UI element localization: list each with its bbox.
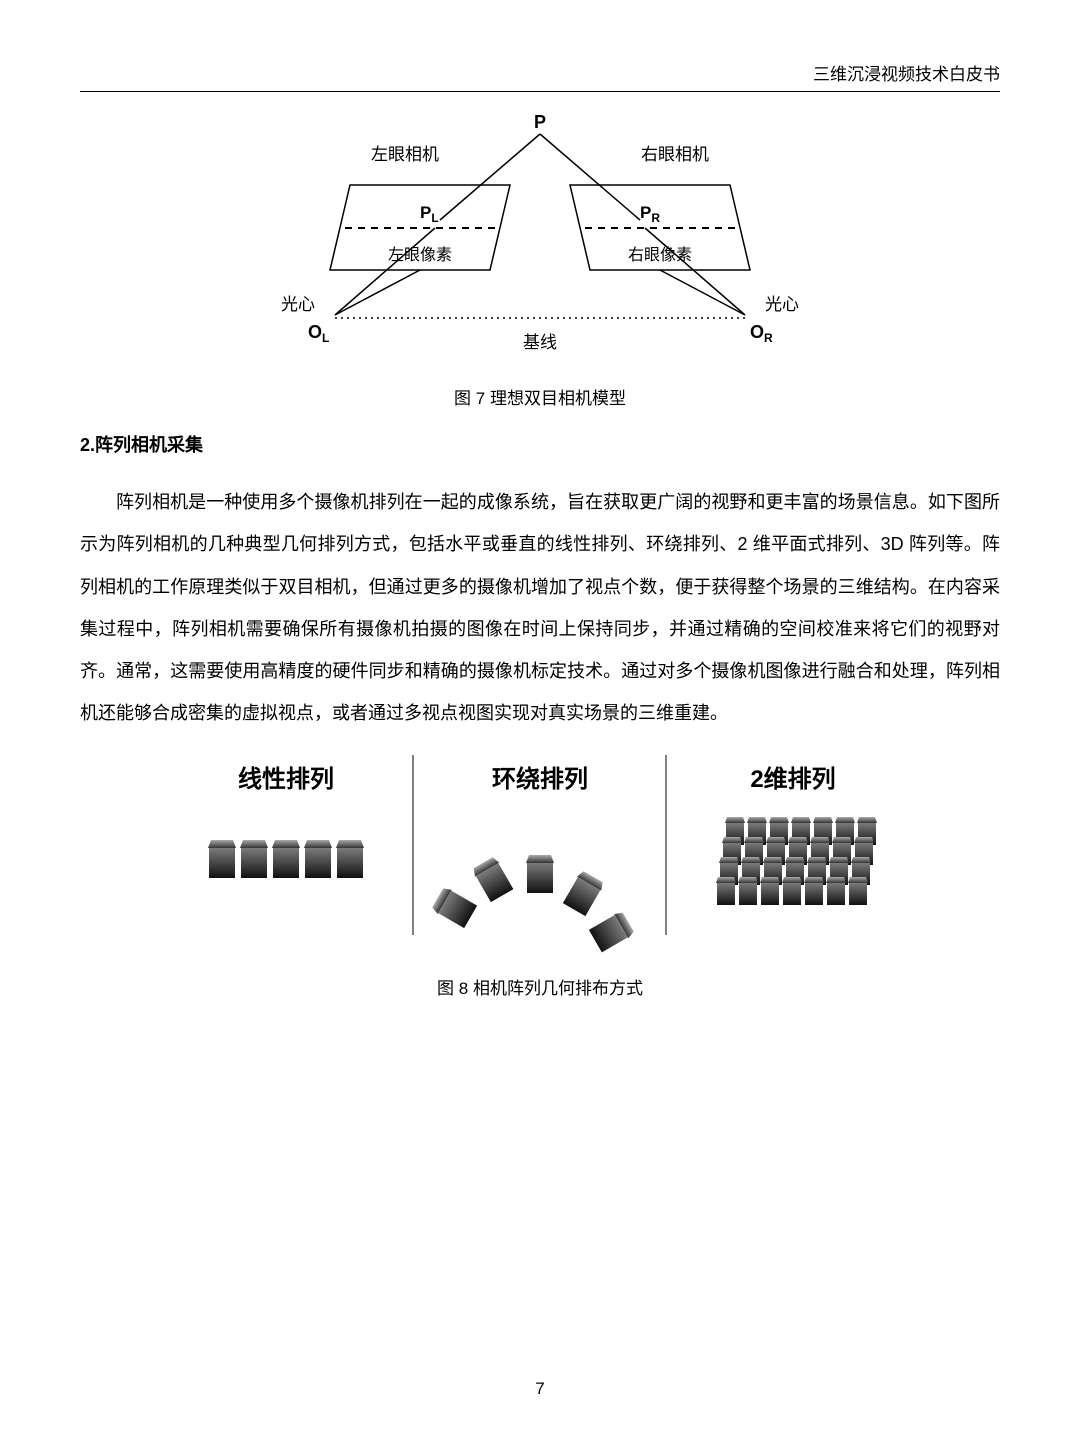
page-header-title: 三维沉浸视频技术白皮书 bbox=[80, 60, 1000, 92]
label-OR: OR bbox=[750, 322, 773, 345]
grid-array bbox=[716, 817, 877, 905]
stereo-camera-diagram: P 左眼相机 右眼相机 PL PR 左眼像素 右眼像素 光心 光心 OL bbox=[260, 110, 820, 370]
linear-array bbox=[208, 840, 364, 878]
label-linear: 线性排列 bbox=[238, 766, 334, 793]
arc-array bbox=[431, 855, 636, 953]
figure-8: 线性排列 环绕排列 2维排列 图 8 相机阵列几何排布方式 bbox=[160, 755, 920, 999]
label-optical-right: 光心 bbox=[765, 295, 799, 314]
label-optical-left: 光心 bbox=[281, 295, 315, 314]
page-number: 7 bbox=[0, 1379, 1080, 1399]
label-right-camera: 右眼相机 bbox=[641, 145, 709, 164]
figure-7-caption: 图 7 理想双目相机模型 bbox=[80, 384, 1000, 409]
section-2-heading: 2.阵列相机采集 bbox=[80, 431, 1000, 457]
label-baseline: 基线 bbox=[523, 333, 557, 352]
figure-8-caption: 图 8 相机阵列几何排布方式 bbox=[160, 974, 920, 999]
label-left-camera: 左眼相机 bbox=[371, 145, 439, 164]
figure-7: P 左眼相机 右眼相机 PL PR 左眼像素 右眼像素 光心 光心 OL bbox=[240, 110, 840, 370]
label-PL: PL bbox=[420, 203, 439, 225]
label-arc: 环绕排列 bbox=[492, 765, 588, 793]
label-OL: OL bbox=[308, 322, 329, 345]
section-2-paragraph: 阵列相机是一种使用多个摄像机排列在一起的成像系统，旨在获取更广阔的视野和更丰富的… bbox=[80, 481, 1000, 735]
label-P: P bbox=[534, 112, 546, 132]
label-PR: PR bbox=[640, 203, 660, 225]
camera-array-diagram: 线性排列 环绕排列 2维排列 bbox=[160, 755, 920, 955]
label-grid: 2维排列 bbox=[750, 765, 835, 793]
